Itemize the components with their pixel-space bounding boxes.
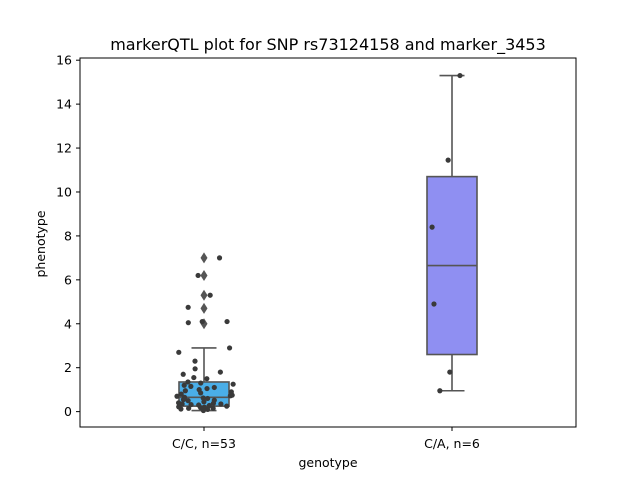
x-tick-label: C/A, n=6 bbox=[424, 436, 480, 451]
data-point bbox=[429, 224, 435, 230]
y-tick-label: 16 bbox=[56, 53, 72, 68]
data-point bbox=[226, 345, 233, 351]
data-point bbox=[457, 72, 463, 79]
data-point bbox=[437, 388, 443, 394]
data-point bbox=[185, 379, 191, 385]
data-point bbox=[198, 380, 204, 386]
data-point bbox=[185, 320, 191, 326]
data-point bbox=[445, 157, 451, 163]
data-point bbox=[211, 384, 217, 391]
data-point bbox=[176, 349, 182, 355]
data-point bbox=[204, 385, 210, 392]
data-point bbox=[207, 292, 213, 298]
data-point bbox=[185, 304, 191, 310]
data-point bbox=[174, 393, 180, 399]
outlier-marker bbox=[200, 302, 208, 314]
data-point bbox=[228, 389, 234, 395]
box-group bbox=[426, 72, 478, 394]
y-tick-label: 4 bbox=[64, 316, 72, 331]
data-point bbox=[176, 404, 182, 410]
y-tick-label: 0 bbox=[64, 404, 72, 419]
data-point bbox=[196, 402, 202, 408]
data-point bbox=[182, 388, 188, 394]
data-point bbox=[200, 395, 206, 401]
data-point bbox=[178, 391, 184, 397]
data-point bbox=[188, 401, 194, 408]
data-point bbox=[205, 395, 211, 402]
y-tick-label: 14 bbox=[56, 97, 72, 112]
data-point bbox=[217, 369, 223, 375]
y-tick-label: 8 bbox=[64, 228, 72, 243]
x-axis: C/C, n=53 C/A, n=6 bbox=[172, 427, 480, 451]
data-point bbox=[224, 318, 230, 325]
y-tick-label: 6 bbox=[64, 272, 72, 287]
data-point bbox=[206, 402, 212, 409]
data-point bbox=[185, 398, 191, 404]
data-point bbox=[192, 358, 198, 364]
data-point bbox=[181, 382, 187, 388]
data-point bbox=[186, 405, 192, 411]
data-point bbox=[196, 387, 202, 393]
data-point bbox=[224, 403, 230, 409]
data-point bbox=[181, 394, 188, 400]
y-tick-label: 10 bbox=[56, 184, 72, 199]
data-point bbox=[447, 369, 453, 375]
outlier-marker bbox=[200, 289, 208, 301]
data-point bbox=[192, 366, 198, 372]
plot-area-frame bbox=[79, 57, 577, 428]
data-point bbox=[191, 374, 197, 381]
data-point bbox=[188, 383, 194, 389]
data-point bbox=[180, 371, 186, 377]
box-plots bbox=[174, 72, 478, 414]
data-point bbox=[230, 381, 236, 387]
outlier-marker bbox=[200, 269, 208, 281]
outlier-marker bbox=[200, 252, 208, 264]
y-axis-label: phenotype bbox=[33, 210, 48, 277]
data-point bbox=[201, 404, 207, 410]
box-group bbox=[174, 252, 236, 414]
data-point bbox=[210, 405, 216, 411]
chart-title: markerQTL plot for SNP rs73124158 and ma… bbox=[110, 35, 546, 55]
data-point bbox=[218, 401, 224, 407]
data-point bbox=[216, 255, 223, 261]
data-point bbox=[195, 272, 201, 279]
y-tick-label: 2 bbox=[64, 360, 72, 375]
x-tick-label: C/C, n=53 bbox=[172, 436, 236, 451]
data-point bbox=[199, 318, 205, 325]
x-axis-label: genotype bbox=[298, 455, 357, 470]
data-point bbox=[179, 401, 185, 407]
y-tick-label: 12 bbox=[56, 141, 72, 156]
y-axis: 0 2 4 6 8 10 12 14 16 bbox=[56, 53, 80, 419]
data-point bbox=[211, 397, 217, 403]
data-point bbox=[431, 301, 437, 307]
data-point bbox=[204, 376, 210, 382]
